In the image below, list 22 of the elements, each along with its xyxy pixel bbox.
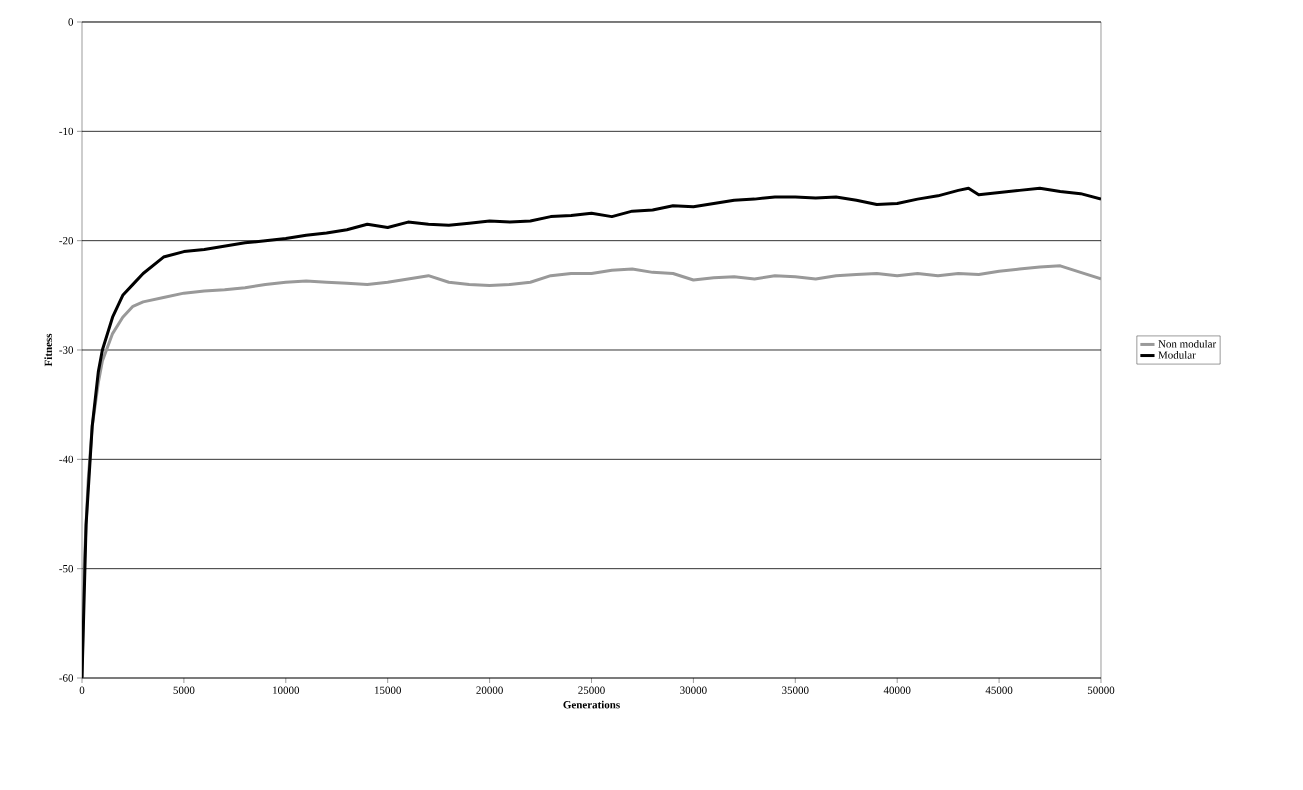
y-tick-label: -30 — [59, 346, 74, 354]
x-tick-label: 0 — [79, 686, 85, 694]
x-tick-label: 35000 — [782, 686, 809, 694]
x-tick-label: 45000 — [985, 686, 1013, 694]
y-axis-title: Fitness — [44, 333, 53, 367]
x-tick-label: 5000 — [173, 686, 195, 694]
x-tick-label: 15000 — [374, 686, 401, 694]
y-tick-label: -40 — [59, 455, 74, 464]
y-tick-label: -50 — [59, 564, 74, 573]
x-tick-label: 10000 — [273, 686, 300, 694]
legend-label: Non modular — [1158, 339, 1217, 348]
x-tick-label: 30000 — [680, 686, 707, 694]
y-tick-label: -20 — [59, 236, 74, 245]
y-tick-label: 0 — [68, 18, 74, 26]
x-tick-label: 25000 — [578, 686, 605, 694]
x-tick-label: 20000 — [476, 686, 503, 694]
y-tick-label: -10 — [59, 127, 74, 136]
x-tick-label: 50000 — [1087, 686, 1115, 694]
y-tick-label: -60 — [59, 674, 74, 682]
x-axis-title: Generations — [563, 700, 620, 709]
legend-label: Modular — [1158, 351, 1196, 359]
x-tick-label: 40000 — [883, 686, 911, 694]
